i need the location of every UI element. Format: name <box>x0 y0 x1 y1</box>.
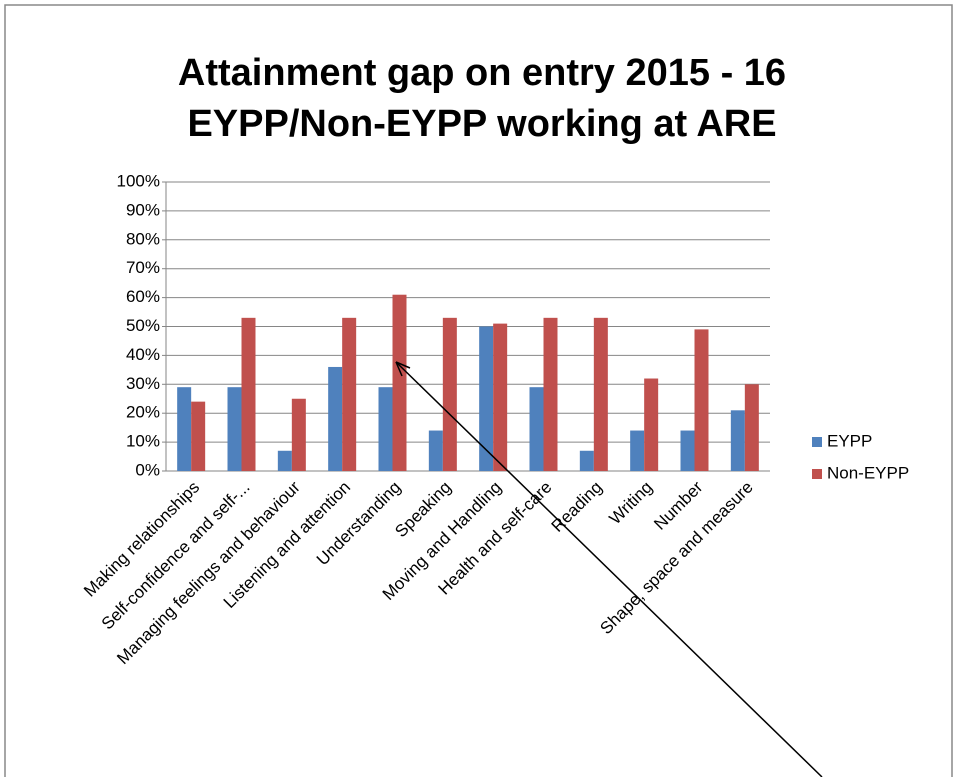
legend-label: EYPP <box>827 431 872 450</box>
y-tick-label: 40% <box>126 345 160 364</box>
bar <box>291 398 306 471</box>
y-tick-label: 10% <box>126 432 160 451</box>
legend-swatch <box>812 469 822 479</box>
bar <box>442 317 457 471</box>
y-tick-label: 20% <box>126 403 160 422</box>
y-tick-label: 90% <box>126 200 160 219</box>
chart-title: Attainment gap on entry 2015 - 16 <box>178 52 786 94</box>
legend-swatch <box>812 437 822 447</box>
bar <box>493 323 508 471</box>
bar <box>630 430 645 471</box>
bar <box>694 329 709 471</box>
bar <box>392 294 407 471</box>
y-tick-label: 80% <box>126 229 160 248</box>
legend-label: Non-EYPP <box>827 463 909 482</box>
annotation-arrow <box>395 361 823 777</box>
bar <box>744 384 759 471</box>
y-tick-label: 0% <box>135 460 160 479</box>
bar <box>241 317 256 471</box>
bar <box>342 317 357 471</box>
chart-frame <box>4 4 953 777</box>
bar <box>543 317 558 471</box>
bar <box>479 326 494 471</box>
bar <box>378 387 393 471</box>
chart-title: EYPP/Non-EYPP working at ARE <box>187 103 776 145</box>
bar <box>593 317 608 471</box>
arrow-head <box>395 361 411 377</box>
bar <box>680 430 695 471</box>
bar <box>730 410 745 471</box>
y-tick-label: 70% <box>126 258 160 277</box>
bar <box>644 378 659 471</box>
y-tick-label: 60% <box>126 287 160 306</box>
bar <box>277 450 292 471</box>
bar <box>428 430 443 471</box>
bar <box>579 450 594 471</box>
bar <box>529 387 544 471</box>
bar <box>328 366 343 471</box>
y-tick-label: 100% <box>117 171 160 190</box>
bar <box>177 387 192 471</box>
y-tick-label: 30% <box>126 374 160 393</box>
bar <box>227 387 242 471</box>
y-tick-label: 50% <box>126 316 160 335</box>
bar <box>191 401 206 471</box>
